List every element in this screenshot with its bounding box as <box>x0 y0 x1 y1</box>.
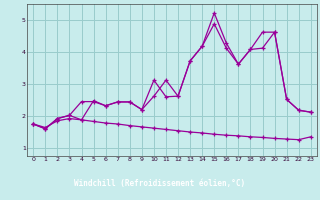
Text: Windchill (Refroidissement éolien,°C): Windchill (Refroidissement éolien,°C) <box>75 179 245 188</box>
